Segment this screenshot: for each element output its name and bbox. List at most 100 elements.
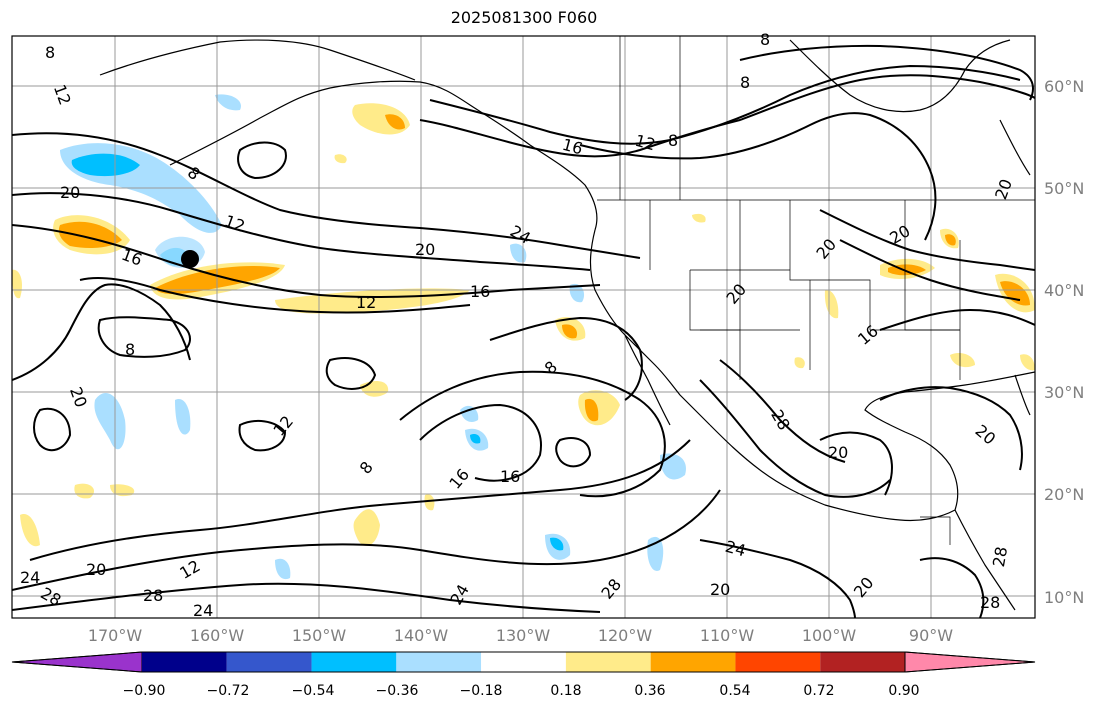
contour-line: [489, 316, 643, 401]
colorbar-tick-label: −0.18: [459, 683, 503, 699]
colorbar-tick-label: 0.90: [888, 683, 920, 699]
coast-baja: [624, 334, 671, 426]
contour-line: [699, 539, 856, 618]
contour-line: [429, 64, 1021, 145]
colorbar-extend-max: [904, 651, 1036, 673]
contour-line: [97, 316, 191, 358]
contour-label: 20: [415, 240, 435, 259]
contour-line: [719, 359, 846, 463]
contour-line: [12, 192, 591, 271]
coast-florida: [1014, 374, 1031, 416]
map-title: 2025081300 F060: [450, 8, 598, 27]
plot-frame: [11, 35, 1036, 619]
contour-label: 28: [989, 545, 1011, 568]
contour-line: [79, 277, 471, 314]
colorbar-tick-label: −0.90: [122, 683, 166, 699]
contours: [12, 44, 1035, 618]
shade-yellow: [334, 154, 347, 164]
shade-light-blue: [460, 405, 479, 422]
contour-line: [699, 379, 891, 498]
contour-label: 12: [176, 556, 203, 583]
contour-label: 16: [445, 465, 473, 493]
shade-yellow: [824, 289, 839, 319]
shade-yellow: [12, 269, 23, 299]
contour-label: 20: [66, 384, 91, 410]
contour-label: 8: [45, 43, 55, 62]
colorbar-bin: [481, 652, 566, 672]
contour-line: [919, 557, 985, 618]
shade-yellow: [20, 514, 40, 547]
lon-label: 150°W: [291, 626, 347, 645]
shade-yellow: [578, 390, 620, 426]
contour-line: [579, 112, 937, 241]
shade-blue: [71, 153, 140, 177]
contour-line: [29, 439, 691, 561]
contour-line: [419, 403, 542, 482]
contour-label: 8: [356, 458, 377, 478]
contour-label: 8: [125, 340, 135, 359]
contour-line: [33, 407, 72, 452]
contour-label: 24: [193, 601, 213, 620]
contour-label: 20: [86, 560, 106, 579]
shade-light-blue: [647, 536, 664, 571]
storm-center-marker: [181, 250, 199, 268]
colorbar-tick-label: 0.36: [634, 683, 666, 699]
coast-central-am: [954, 509, 1016, 611]
shade-yellow: [692, 213, 706, 223]
contour-label: 24: [723, 537, 748, 561]
lat-label: 10°N: [1044, 588, 1085, 607]
lat-label: 40°N: [1044, 281, 1085, 300]
contour-line: [399, 370, 666, 498]
contour-line: [419, 74, 1035, 158]
contour-label: 28: [597, 575, 625, 603]
contour-line: [879, 386, 1023, 471]
lat-label: 20°N: [1044, 485, 1085, 504]
lon-label: 90°W: [908, 626, 954, 645]
contour-label: 16: [560, 135, 585, 159]
lon-label: 160°W: [189, 626, 245, 645]
contour-label: 12: [356, 293, 376, 312]
lat-label: 50°N: [1044, 179, 1085, 198]
contour-label: 8: [668, 131, 678, 150]
contour-line: [238, 419, 287, 452]
graticule: [12, 36, 1035, 618]
contour-line: [12, 489, 721, 591]
colorbar-bin: [311, 652, 397, 672]
contour-label: 16: [470, 282, 490, 301]
contour-line: [555, 437, 592, 468]
contour-label: 16: [119, 245, 145, 270]
shade-yellow: [74, 483, 95, 499]
coast-gulf: [864, 371, 1035, 511]
contour-label: 20: [850, 573, 878, 601]
lon-label: 140°W: [393, 626, 449, 645]
contour-label: 20: [828, 443, 848, 462]
contour-label: 8: [740, 73, 750, 92]
contour-line: [237, 141, 287, 180]
shade-yellow: [110, 484, 135, 497]
shade-light-blue: [94, 392, 126, 450]
shade-orange: [584, 398, 599, 422]
shade-blue: [470, 433, 481, 444]
shade-yellow: [1020, 354, 1035, 371]
colorbar-tick-label: −0.36: [375, 683, 419, 699]
shading-layer: [12, 94, 1035, 580]
colorbar-bin: [142, 652, 227, 672]
contour-line: [325, 357, 377, 390]
contour-line: [819, 431, 893, 496]
shade-light-blue: [215, 94, 241, 111]
colorbar-bin: [820, 652, 905, 672]
shade-light-blue: [175, 399, 191, 435]
lon-label: 130°W: [495, 626, 551, 645]
coast-east-can: [999, 119, 1031, 176]
contour-label: 24: [446, 581, 473, 608]
coast-mexico: [709, 424, 956, 522]
colorbar-bin: [735, 652, 821, 672]
contour-label: 8: [760, 30, 770, 49]
lon-label: 170°W: [87, 626, 143, 645]
shade-orange: [385, 114, 405, 130]
contour-line: [12, 283, 191, 381]
contour-line: [12, 132, 641, 259]
contour-line: [879, 308, 1035, 331]
contour-label: 28: [980, 593, 1000, 612]
